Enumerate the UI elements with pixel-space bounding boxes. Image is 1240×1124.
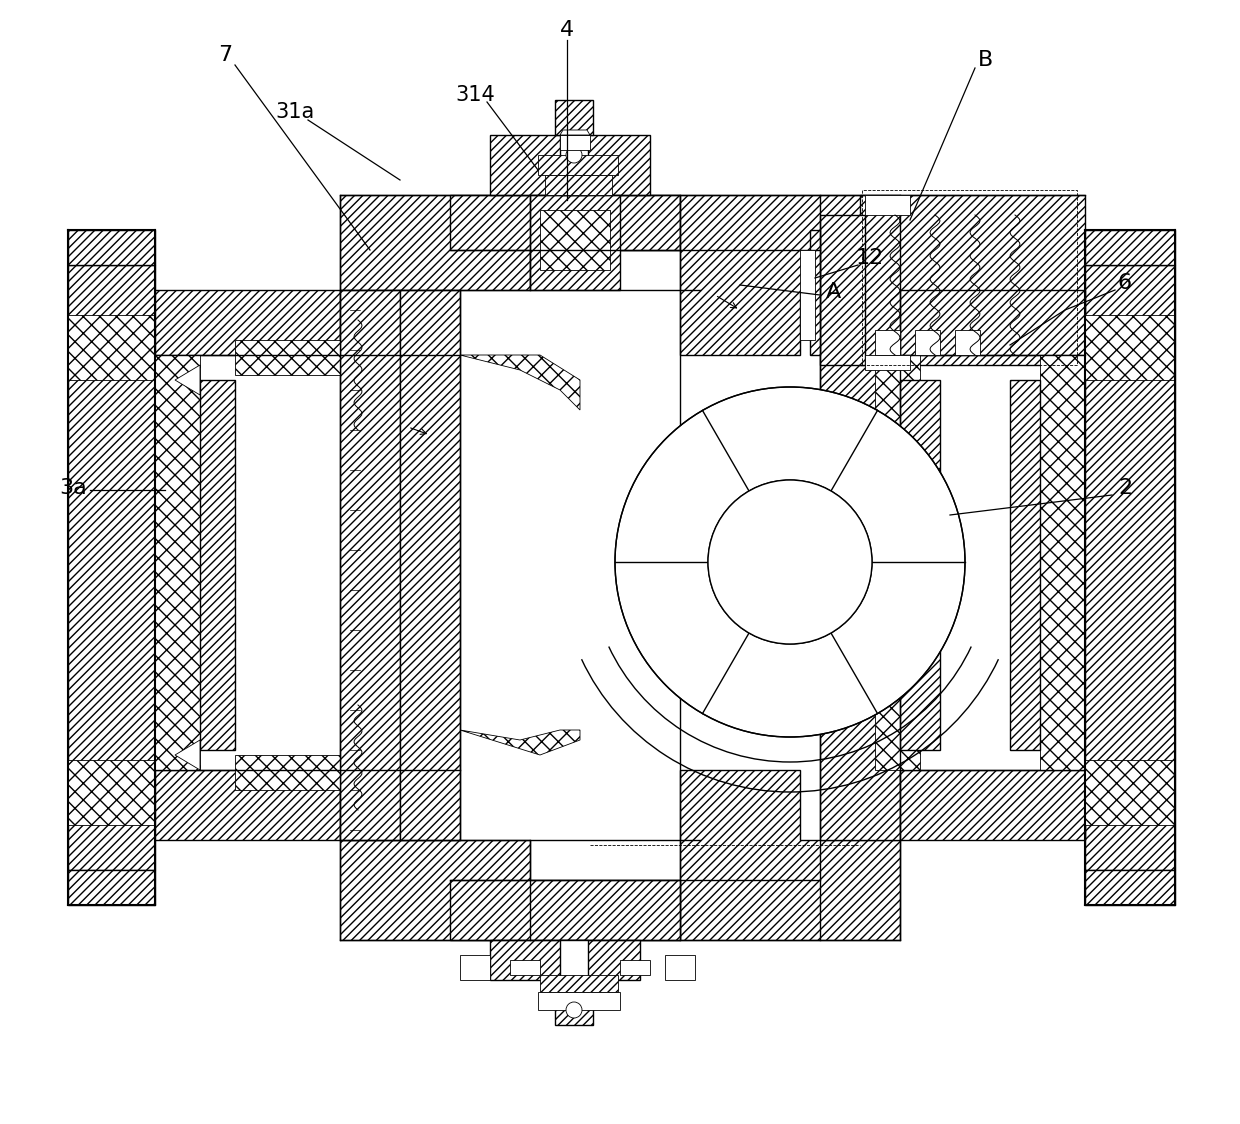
Polygon shape	[560, 130, 590, 135]
Text: 7: 7	[218, 45, 232, 65]
Polygon shape	[820, 290, 900, 840]
Text: B: B	[977, 49, 993, 70]
Text: 3a: 3a	[60, 478, 87, 498]
Bar	[862, 190, 1078, 365]
Text: 31a: 31a	[275, 102, 315, 123]
Polygon shape	[450, 880, 680, 940]
Polygon shape	[68, 315, 155, 380]
Polygon shape	[1085, 760, 1176, 825]
Text: A: A	[826, 282, 841, 302]
Polygon shape	[820, 215, 866, 365]
Polygon shape	[236, 339, 340, 375]
Polygon shape	[900, 290, 1085, 355]
Polygon shape	[510, 960, 539, 975]
Polygon shape	[810, 230, 820, 355]
Polygon shape	[538, 992, 620, 1010]
Polygon shape	[460, 355, 580, 410]
Polygon shape	[680, 194, 900, 355]
Polygon shape	[68, 265, 155, 870]
Circle shape	[708, 480, 872, 644]
Circle shape	[565, 147, 582, 163]
Polygon shape	[800, 250, 815, 339]
Polygon shape	[900, 770, 1085, 840]
Polygon shape	[866, 194, 910, 215]
Polygon shape	[155, 355, 200, 770]
Bar	[560, 940, 588, 995]
Polygon shape	[460, 955, 490, 980]
Polygon shape	[538, 155, 618, 175]
Polygon shape	[401, 290, 460, 840]
Polygon shape	[546, 175, 613, 194]
Polygon shape	[175, 365, 200, 395]
Polygon shape	[1011, 380, 1040, 750]
Polygon shape	[155, 290, 340, 355]
Bar	[560, 135, 588, 194]
Polygon shape	[340, 290, 401, 840]
Polygon shape	[620, 960, 650, 975]
Polygon shape	[1085, 315, 1176, 380]
Polygon shape	[450, 194, 680, 250]
Polygon shape	[560, 135, 590, 149]
Polygon shape	[866, 355, 910, 370]
Text: 2: 2	[1118, 478, 1132, 498]
Polygon shape	[539, 210, 610, 270]
Text: 6: 6	[1118, 273, 1132, 293]
Bar	[556, 995, 593, 1025]
Polygon shape	[490, 940, 640, 980]
Text: 314: 314	[455, 85, 495, 105]
Polygon shape	[68, 870, 155, 905]
Polygon shape	[1085, 265, 1176, 870]
Polygon shape	[900, 380, 940, 750]
Bar	[556, 100, 593, 135]
Circle shape	[708, 480, 872, 644]
Polygon shape	[680, 770, 900, 940]
Polygon shape	[915, 330, 940, 355]
Polygon shape	[68, 230, 155, 265]
Polygon shape	[460, 729, 580, 755]
Circle shape	[615, 387, 965, 737]
Polygon shape	[340, 194, 680, 290]
Polygon shape	[539, 975, 618, 992]
Polygon shape	[1085, 870, 1176, 905]
Polygon shape	[340, 840, 680, 940]
Polygon shape	[529, 194, 620, 290]
Polygon shape	[875, 330, 900, 355]
Polygon shape	[875, 355, 920, 770]
Polygon shape	[68, 760, 155, 825]
Polygon shape	[955, 330, 980, 355]
Text: 4: 4	[560, 20, 574, 40]
Polygon shape	[1040, 355, 1085, 770]
Polygon shape	[665, 955, 694, 980]
Polygon shape	[1085, 230, 1176, 265]
Polygon shape	[175, 740, 200, 770]
Polygon shape	[861, 194, 1085, 365]
Polygon shape	[490, 135, 650, 194]
Circle shape	[565, 1001, 582, 1018]
Text: 12: 12	[856, 248, 884, 268]
Polygon shape	[200, 380, 236, 750]
Polygon shape	[236, 755, 340, 790]
Polygon shape	[155, 770, 340, 840]
